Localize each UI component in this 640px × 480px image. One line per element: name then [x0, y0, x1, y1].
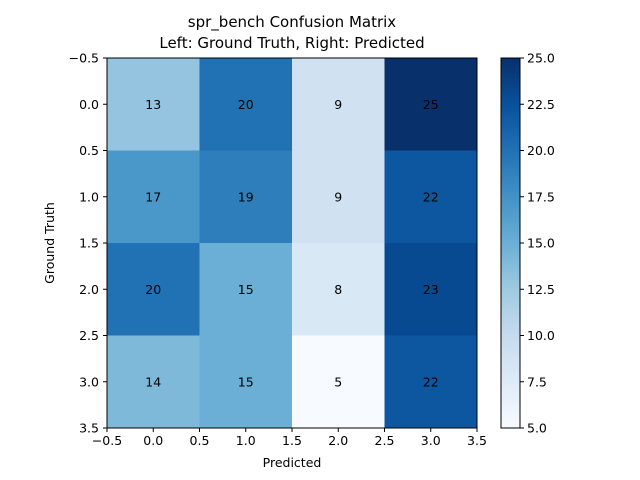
cell-value-label: 23 [423, 282, 439, 297]
x-axis-ticks: −0.5 0.0 0.5 1.0 1.5 2.0 2.5 3.0 3.5 [92, 428, 487, 448]
cell-value-label: 20 [145, 282, 161, 297]
x-axis-label: Predicted [263, 455, 322, 470]
cell-value-label: 19 [238, 189, 254, 204]
cell-value-label: 9 [334, 189, 342, 204]
cell-value-label: 13 [145, 97, 161, 112]
x-tick-label: 1.0 [236, 433, 256, 448]
cell-value-label: 14 [145, 374, 161, 389]
heatmap-cell [199, 243, 293, 336]
cell-value-label: 22 [423, 189, 439, 204]
x-tick-label: 2.5 [375, 433, 395, 448]
heatmap-cell [107, 243, 200, 336]
y-tick-label: 2.5 [79, 328, 99, 343]
colorbar-tick-label: 7.5 [527, 374, 547, 389]
cell-value-label: 8 [334, 282, 342, 297]
y-tick-label: 2.0 [79, 282, 99, 297]
heatmap-cell [292, 58, 385, 151]
cell-value-label: 15 [238, 282, 254, 297]
x-tick-label: 0.0 [143, 433, 163, 448]
cell-value-label: 17 [145, 189, 161, 204]
heatmap-cells [107, 58, 478, 429]
y-tick-label: 1.0 [79, 189, 99, 204]
cell-value-label: 5 [334, 374, 342, 389]
heatmap-cell [199, 58, 293, 151]
cell-value-label: 20 [238, 97, 254, 112]
colorbar-tick-label: 12.5 [527, 282, 555, 297]
heatmap-cell [107, 58, 200, 151]
x-tick-label: 3.5 [467, 433, 487, 448]
x-tick-label: 2.0 [328, 433, 348, 448]
colorbar-tick-label: 15.0 [527, 236, 555, 251]
colorbar-tick-label: 25.0 [527, 51, 555, 66]
y-tick-label: 3.0 [79, 374, 99, 389]
x-tick-label: 1.5 [282, 433, 302, 448]
y-tick-label: 3.5 [79, 421, 99, 436]
colorbar-tick-label: 17.5 [527, 189, 555, 204]
heatmap-cell [199, 150, 293, 244]
heatmap-cell-labels: 13 20 9 25 17 19 9 22 20 15 8 23 14 15 5 22 [145, 97, 438, 390]
y-tick-label: 0.5 [79, 143, 99, 158]
heatmap-cell [384, 335, 478, 429]
heatmap-cell [199, 335, 293, 429]
cell-value-label: 15 [238, 374, 254, 389]
heatmap-cell [384, 243, 478, 336]
heatmap-cell [292, 243, 385, 336]
heatmap-cell [384, 58, 478, 151]
cell-value-label: 9 [334, 97, 342, 112]
cell-value-label: 25 [423, 97, 439, 112]
y-axis-label: Ground Truth [42, 202, 57, 284]
heatmap-cell [292, 150, 385, 244]
y-tick-label: −0.5 [69, 51, 99, 66]
heatmap-cell [292, 335, 385, 429]
chart-title: spr_bench Confusion Matrix [188, 13, 397, 32]
y-axis-ticks: −0.5 0.0 0.5 1.0 1.5 2.0 2.5 3.0 3.5 [69, 51, 107, 436]
colorbar-tick-label: 5.0 [527, 421, 547, 436]
colorbar-ticks: 5.0 7.5 10.0 12.5 15.0 17.5 20.0 22.5 25.0 [520, 51, 555, 436]
cell-value-label: 22 [423, 374, 439, 389]
x-tick-label: 0.5 [190, 433, 210, 448]
heatmap-cell [107, 150, 200, 244]
colorbar-tick-label: 10.0 [527, 328, 555, 343]
heatmap-cell [107, 335, 200, 429]
colorbar-tick-label: 20.0 [527, 143, 555, 158]
chart-subtitle: Left: Ground Truth, Right: Predicted [159, 34, 424, 52]
heatmap-cell [384, 150, 478, 244]
x-tick-label: 3.0 [421, 433, 441, 448]
colorbar-tick-label: 22.5 [527, 97, 555, 112]
y-tick-label: 0.0 [79, 97, 99, 112]
x-tick-label: −0.5 [92, 433, 122, 448]
colorbar [500, 57, 521, 429]
y-tick-label: 1.5 [79, 236, 99, 251]
